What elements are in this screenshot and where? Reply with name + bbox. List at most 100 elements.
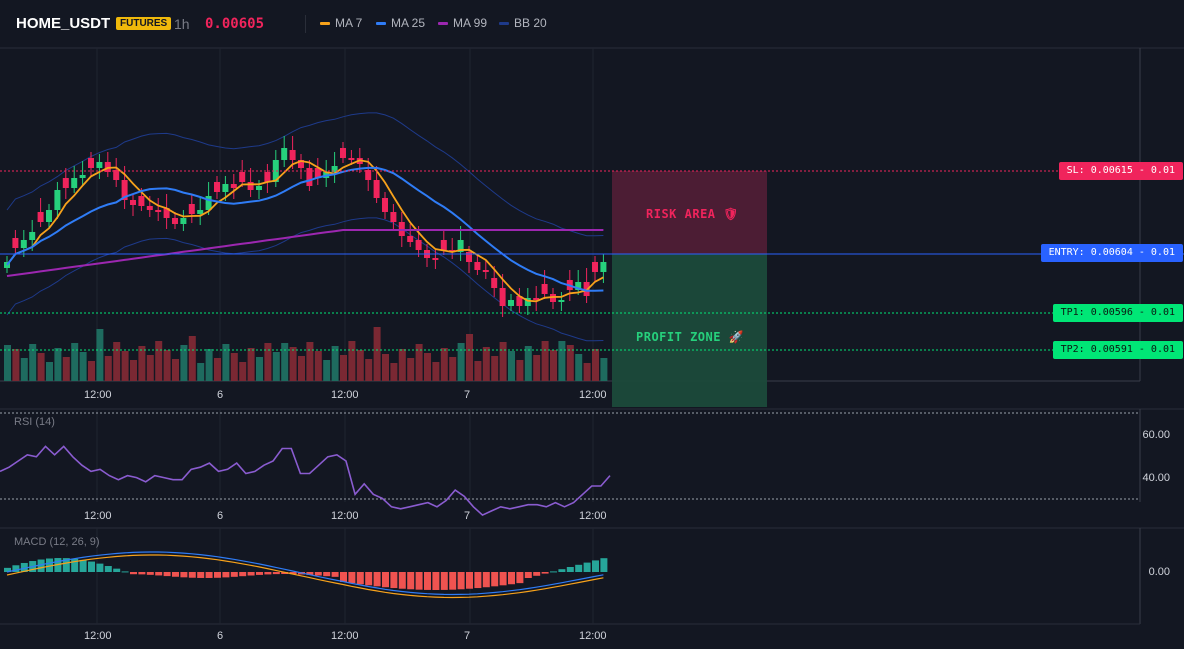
candle-body — [298, 160, 304, 168]
legend-ma7-label: MA 7 — [335, 16, 363, 30]
volume-bar — [575, 354, 583, 381]
candle-body — [550, 294, 556, 302]
candle-body — [424, 250, 430, 258]
macd-histogram-bar — [54, 558, 62, 572]
macd-histogram-bar — [306, 572, 314, 575]
candle-body — [163, 208, 170, 218]
macd-histogram-bar — [272, 572, 280, 575]
candle-body — [541, 284, 548, 294]
volume-bar — [390, 363, 398, 381]
candle-body — [466, 252, 472, 262]
macd-histogram-bar — [96, 563, 104, 572]
candle-body — [508, 300, 514, 306]
candle-body — [583, 282, 590, 296]
candle-body — [214, 182, 220, 192]
volume-bar — [566, 345, 574, 381]
candle-body — [566, 280, 573, 290]
candle-body — [331, 166, 338, 172]
volume-bar — [62, 357, 70, 381]
candle-body — [382, 198, 388, 212]
legend-ma99[interactable]: MA 99 — [438, 16, 487, 30]
macd-histogram-bar — [533, 572, 541, 576]
candle-body — [415, 240, 422, 250]
legend-ma7[interactable]: MA 7 — [320, 16, 362, 30]
candle-body — [239, 172, 246, 182]
macd-histogram-bar — [29, 561, 37, 572]
volume-bar — [247, 348, 255, 381]
macd-histogram-bar — [314, 572, 322, 576]
candle-body — [592, 262, 598, 272]
macd-histogram-bar — [281, 572, 289, 574]
candle-body — [113, 170, 120, 180]
volume-bar — [46, 362, 53, 381]
candle-body — [88, 158, 94, 168]
volume-bar — [314, 351, 322, 381]
macd-histogram-bar — [214, 572, 221, 578]
time-tick: 6 — [217, 389, 224, 401]
volume-bar — [356, 350, 364, 381]
macd-line — [6, 551, 604, 596]
candle-body — [449, 250, 456, 252]
macd-histogram-bar — [79, 559, 87, 572]
macd-histogram-bar — [432, 572, 440, 590]
macd-histogram-bar — [256, 572, 263, 575]
level-lines — [0, 170, 1184, 351]
candle-body — [37, 212, 44, 222]
macd-histogram-bar — [197, 572, 205, 578]
candle-body — [491, 278, 498, 288]
macd-histogram-bar — [172, 572, 179, 577]
legend-ma25[interactable]: MA 25 — [376, 16, 425, 30]
candle-body — [432, 258, 439, 260]
candle-body — [373, 180, 380, 198]
volume-bar — [449, 357, 457, 381]
macd-histogram-bar — [289, 572, 297, 575]
macd-histogram-bar — [373, 572, 381, 587]
volume-bar — [96, 329, 104, 381]
candle-body — [272, 160, 279, 182]
tp1-level-badge[interactable]: TP1: 0.00596 - 0.01 — [1052, 304, 1183, 322]
macd-histogram-bar — [474, 572, 482, 589]
macd-histogram-bar — [466, 572, 473, 589]
candle-body — [205, 196, 212, 210]
candle-body — [499, 288, 506, 306]
macd-histogram-bar — [382, 572, 389, 588]
volume-bar — [298, 356, 305, 381]
macd-histogram-bar — [566, 567, 574, 572]
legend-bb20[interactable]: BB 20 — [499, 16, 547, 30]
macd-histogram-bar — [482, 572, 490, 588]
candle-body — [457, 240, 464, 252]
candle-body — [533, 298, 540, 300]
macd-histogram-bar — [113, 568, 121, 572]
volume-bar — [398, 349, 406, 381]
time-tick: 12:00 — [84, 389, 112, 401]
sl-level-badge[interactable]: SL: 0.00615 - 0.01 — [1058, 162, 1183, 180]
candle-body — [138, 196, 145, 206]
macd-histogram-bar — [146, 572, 154, 575]
macd-histogram-bar — [71, 558, 79, 572]
candle-body — [516, 296, 523, 306]
candle-body — [172, 218, 178, 224]
candle-body — [247, 182, 254, 190]
macd-histogram-bar — [365, 572, 373, 586]
volume-bar — [4, 345, 11, 381]
macd-histogram-bar — [12, 565, 20, 572]
macd-histogram-bar — [222, 572, 230, 578]
volume-bar — [214, 358, 221, 381]
macd-histogram-bar — [541, 572, 549, 574]
macd-histogram-bar — [155, 572, 163, 576]
futures-badge: FUTURES — [116, 17, 172, 30]
candle-body — [558, 300, 565, 302]
volume-bar — [20, 358, 28, 381]
volume-bar — [54, 348, 62, 381]
symbol-name[interactable]: HOME_USDT — [16, 15, 111, 32]
timeframe-label[interactable]: 1h — [174, 16, 190, 32]
volume-bar — [474, 361, 482, 381]
entry-level-badge[interactable]: ENTRY: 0.00604 - 0.01 — [1040, 244, 1183, 262]
volume-bar — [180, 345, 188, 381]
time-tick: 12:00 — [331, 389, 359, 401]
macd-histogram-bar — [104, 566, 112, 572]
volume-bar — [583, 363, 591, 381]
tp2-level-badge[interactable]: TP2: 0.00591 - 0.01 — [1052, 341, 1183, 359]
bb-lower-line — [6, 217, 604, 342]
